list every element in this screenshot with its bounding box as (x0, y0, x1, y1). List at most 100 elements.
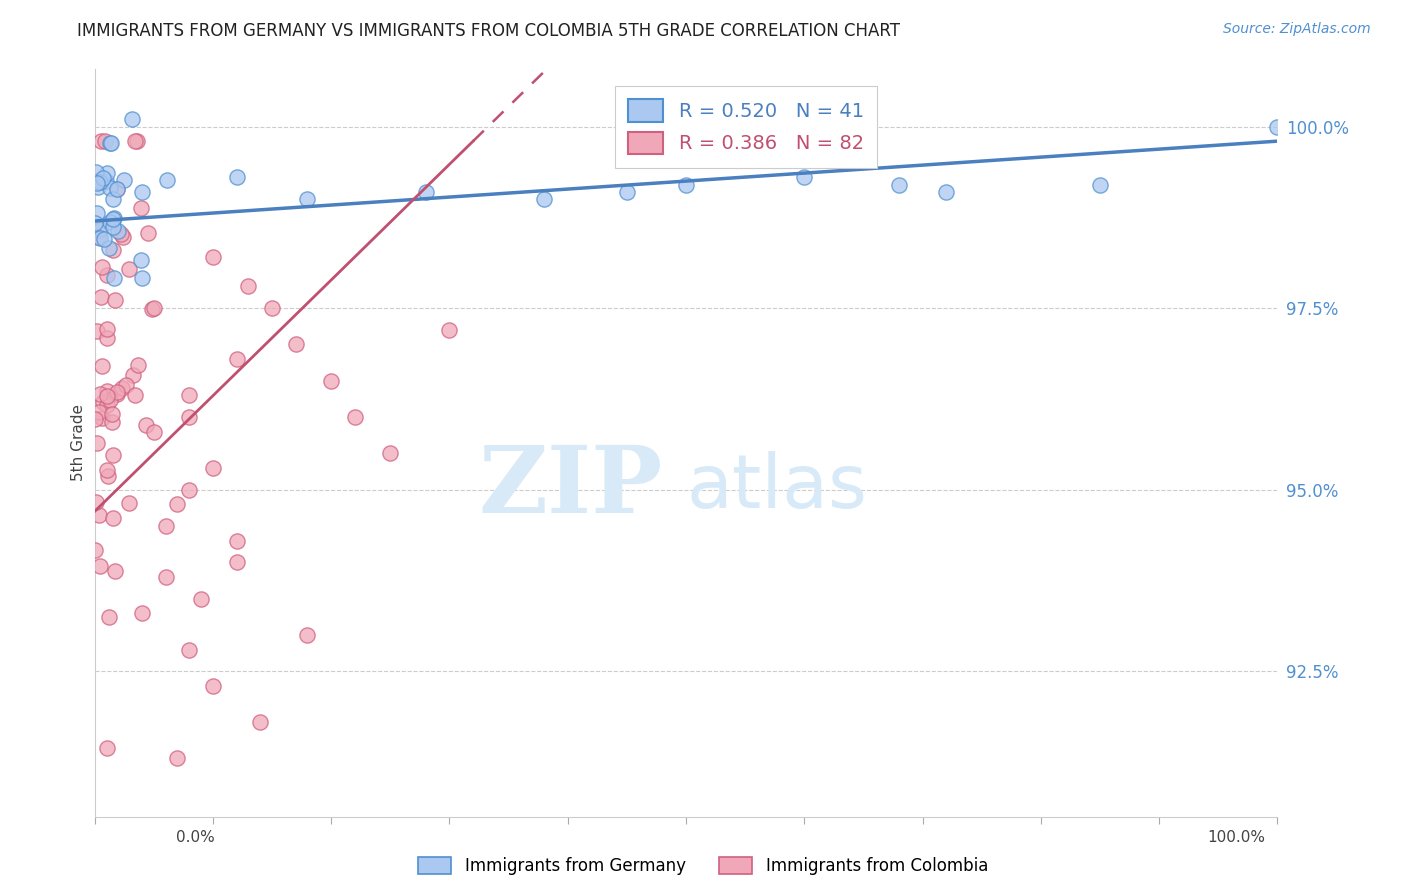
Point (190, 591, 212, 606)
Point (101, 212, 124, 227)
Point (260, 301, 283, 315)
Point (935, 185, 957, 199)
Point (124, 388, 146, 402)
Point (105, 182, 128, 196)
Point (112, 173, 135, 187)
Point (156, 173, 179, 187)
Point (90, 290, 112, 304)
Point (98, 241, 121, 255)
Point (793, 170, 815, 185)
Point (89, 559, 111, 574)
Point (201, 250, 224, 264)
Point (103, 448, 125, 462)
Point (127, 358, 149, 372)
Point (87, 180, 110, 194)
Point (166, 497, 188, 511)
Point (96, 268, 118, 283)
Text: atlas: atlas (686, 451, 868, 524)
Point (131, 185, 153, 199)
Point (124, 134, 146, 148)
Point (96, 463, 118, 477)
Point (179, 642, 201, 657)
Point (105, 384, 128, 399)
Point (107, 224, 129, 238)
Point (122, 368, 145, 382)
Point (90, 359, 112, 373)
Point (86, 176, 108, 190)
Point (1267, 120, 1289, 134)
Point (225, 533, 247, 548)
Point (101, 243, 124, 257)
Point (297, 628, 319, 642)
Point (117, 496, 139, 510)
Point (96, 389, 118, 403)
Point (533, 192, 555, 206)
Point (179, 483, 201, 497)
Legend: Immigrants from Germany, Immigrants from Colombia: Immigrants from Germany, Immigrants from… (409, 849, 997, 884)
Point (110, 227, 132, 241)
Point (129, 201, 152, 215)
Point (103, 271, 125, 285)
Point (225, 555, 247, 569)
Point (87, 229, 110, 244)
Point (121, 112, 143, 127)
Point (105, 386, 128, 401)
Point (101, 415, 124, 429)
Point (98, 180, 121, 194)
Point (84, 411, 107, 425)
Point (84, 174, 107, 188)
Point (91, 171, 114, 186)
Point (96, 166, 118, 180)
Point (89, 223, 111, 237)
Point (1088, 178, 1111, 192)
Point (101, 192, 124, 206)
Point (131, 606, 153, 620)
Text: Source: ZipAtlas.com: Source: ZipAtlas.com (1223, 22, 1371, 37)
Point (111, 230, 134, 244)
Point (155, 570, 177, 584)
Text: ZIP: ZIP (478, 442, 662, 533)
Point (238, 279, 260, 293)
Point (284, 337, 307, 351)
Point (380, 446, 402, 460)
Point (96, 331, 118, 345)
Point (86, 435, 108, 450)
Point (887, 178, 910, 192)
Point (89, 231, 111, 245)
Point (87, 508, 110, 522)
Point (86, 206, 108, 220)
Point (155, 519, 177, 533)
Point (84, 542, 107, 557)
Point (100, 136, 122, 150)
Y-axis label: 5th Grade: 5th Grade (72, 404, 86, 481)
Point (142, 301, 165, 315)
Point (91, 411, 114, 425)
Point (89, 175, 111, 189)
Point (343, 410, 366, 425)
Point (439, 323, 461, 337)
Point (118, 262, 141, 277)
Point (91, 395, 114, 409)
Point (129, 252, 152, 267)
Point (84, 164, 107, 178)
Point (114, 378, 136, 392)
Text: 100.0%: 100.0% (1208, 830, 1265, 845)
Point (84, 495, 107, 509)
Point (142, 425, 165, 439)
Point (104, 564, 127, 578)
Point (297, 192, 319, 206)
Point (89, 386, 111, 401)
Point (96, 322, 118, 336)
Text: 0.0%: 0.0% (176, 830, 215, 845)
Point (131, 270, 153, 285)
Point (89, 222, 111, 236)
Point (91, 260, 114, 274)
Point (86, 324, 108, 338)
Point (103, 211, 125, 225)
Point (98, 393, 121, 408)
Point (103, 511, 125, 525)
Point (675, 178, 697, 192)
Point (201, 461, 224, 475)
Point (415, 185, 437, 199)
Point (225, 351, 247, 366)
